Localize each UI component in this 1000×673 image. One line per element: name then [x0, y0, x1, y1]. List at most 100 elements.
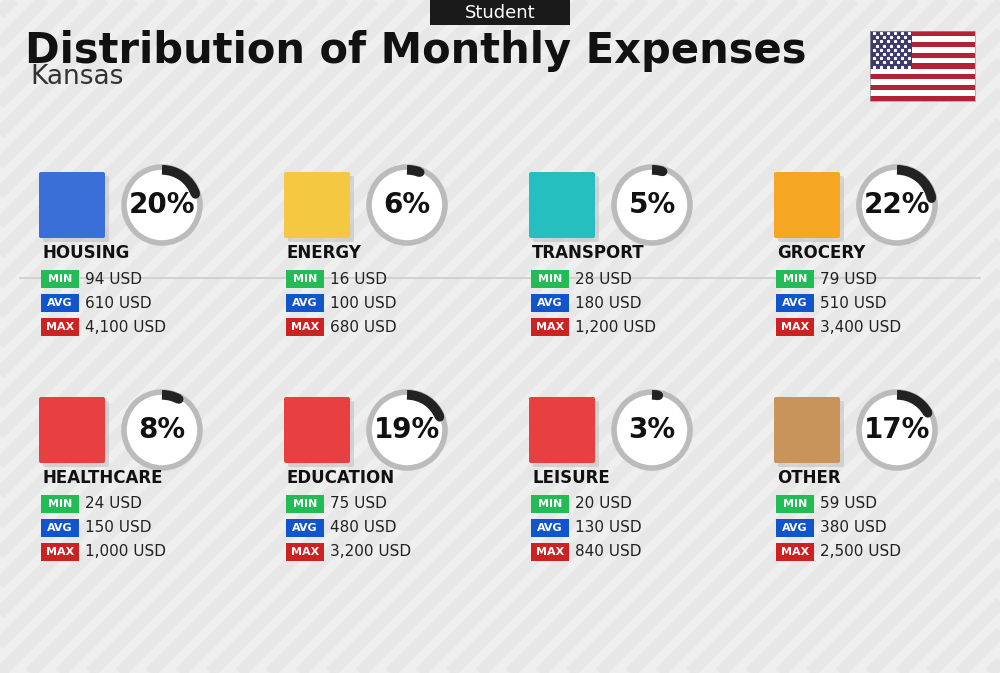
Text: MAX: MAX: [46, 547, 74, 557]
Text: 17%: 17%: [864, 416, 930, 444]
Text: 79 USD: 79 USD: [820, 271, 877, 287]
FancyBboxPatch shape: [870, 85, 975, 90]
Text: MAX: MAX: [536, 547, 564, 557]
FancyBboxPatch shape: [41, 270, 79, 288]
Text: EDUCATION: EDUCATION: [287, 469, 395, 487]
Text: 1,000 USD: 1,000 USD: [85, 544, 166, 559]
FancyBboxPatch shape: [776, 270, 814, 288]
FancyBboxPatch shape: [870, 96, 975, 101]
FancyBboxPatch shape: [531, 519, 569, 537]
Circle shape: [614, 167, 690, 243]
FancyBboxPatch shape: [774, 172, 840, 238]
Text: MIN: MIN: [293, 499, 317, 509]
Circle shape: [435, 413, 444, 421]
Text: 510 USD: 510 USD: [820, 295, 887, 310]
FancyBboxPatch shape: [286, 294, 324, 312]
FancyBboxPatch shape: [41, 495, 79, 513]
FancyBboxPatch shape: [533, 176, 599, 242]
FancyBboxPatch shape: [39, 172, 105, 238]
Text: AVG: AVG: [537, 523, 563, 533]
Text: 100 USD: 100 USD: [330, 295, 396, 310]
Text: 22%: 22%: [864, 191, 930, 219]
Text: 180 USD: 180 USD: [575, 295, 642, 310]
Circle shape: [859, 392, 935, 468]
Text: MAX: MAX: [291, 547, 319, 557]
Text: HOUSING: HOUSING: [42, 244, 129, 262]
FancyBboxPatch shape: [531, 543, 569, 561]
Text: AVG: AVG: [782, 523, 808, 533]
FancyBboxPatch shape: [776, 495, 814, 513]
Text: 680 USD: 680 USD: [330, 320, 397, 334]
Text: MIN: MIN: [538, 274, 562, 284]
Text: 24 USD: 24 USD: [85, 497, 142, 511]
Text: 16 USD: 16 USD: [330, 271, 387, 287]
Text: MIN: MIN: [48, 274, 72, 284]
FancyBboxPatch shape: [430, 0, 570, 25]
FancyBboxPatch shape: [776, 318, 814, 336]
Text: MAX: MAX: [781, 322, 809, 332]
Text: MIN: MIN: [538, 499, 562, 509]
Text: Distribution of Monthly Expenses: Distribution of Monthly Expenses: [25, 30, 806, 72]
FancyBboxPatch shape: [41, 318, 79, 336]
Text: AVG: AVG: [292, 523, 318, 533]
FancyBboxPatch shape: [529, 172, 595, 238]
FancyBboxPatch shape: [284, 172, 350, 238]
FancyBboxPatch shape: [870, 79, 975, 85]
FancyBboxPatch shape: [43, 401, 109, 467]
Text: 59 USD: 59 USD: [820, 497, 877, 511]
Text: AVG: AVG: [292, 298, 318, 308]
FancyBboxPatch shape: [531, 495, 569, 513]
FancyBboxPatch shape: [43, 176, 109, 242]
FancyBboxPatch shape: [776, 294, 814, 312]
Text: 610 USD: 610 USD: [85, 295, 152, 310]
Text: 20%: 20%: [129, 191, 195, 219]
Text: 480 USD: 480 USD: [330, 520, 396, 536]
FancyBboxPatch shape: [286, 270, 324, 288]
FancyBboxPatch shape: [870, 58, 975, 63]
Text: 380 USD: 380 USD: [820, 520, 887, 536]
FancyBboxPatch shape: [778, 401, 844, 467]
Text: MIN: MIN: [48, 499, 72, 509]
FancyBboxPatch shape: [39, 397, 105, 463]
Circle shape: [923, 409, 932, 417]
FancyBboxPatch shape: [531, 294, 569, 312]
Text: 3%: 3%: [628, 416, 676, 444]
Text: MIN: MIN: [783, 499, 807, 509]
FancyBboxPatch shape: [870, 36, 975, 42]
FancyBboxPatch shape: [870, 69, 975, 74]
Text: 8%: 8%: [138, 416, 186, 444]
FancyBboxPatch shape: [778, 176, 844, 242]
FancyBboxPatch shape: [870, 31, 912, 69]
FancyBboxPatch shape: [531, 270, 569, 288]
Text: OTHER: OTHER: [777, 469, 841, 487]
Text: MAX: MAX: [46, 322, 74, 332]
FancyBboxPatch shape: [41, 519, 79, 537]
Circle shape: [369, 167, 445, 243]
Text: Kansas: Kansas: [30, 64, 123, 90]
Text: 75 USD: 75 USD: [330, 497, 387, 511]
FancyBboxPatch shape: [41, 294, 79, 312]
FancyBboxPatch shape: [870, 52, 975, 58]
Text: 3,400 USD: 3,400 USD: [820, 320, 901, 334]
FancyBboxPatch shape: [870, 42, 975, 47]
Text: LEISURE: LEISURE: [532, 469, 610, 487]
Text: 20 USD: 20 USD: [575, 497, 632, 511]
Text: AVG: AVG: [537, 298, 563, 308]
FancyBboxPatch shape: [870, 31, 975, 36]
Circle shape: [658, 167, 667, 176]
FancyBboxPatch shape: [776, 543, 814, 561]
Text: AVG: AVG: [47, 298, 73, 308]
Text: 840 USD: 840 USD: [575, 544, 642, 559]
Text: 5%: 5%: [628, 191, 676, 219]
Text: 3,200 USD: 3,200 USD: [330, 544, 411, 559]
Text: AVG: AVG: [47, 523, 73, 533]
FancyBboxPatch shape: [286, 543, 324, 561]
FancyBboxPatch shape: [533, 401, 599, 467]
Circle shape: [927, 194, 936, 203]
Text: MIN: MIN: [293, 274, 317, 284]
Text: 2,500 USD: 2,500 USD: [820, 544, 901, 559]
Text: MAX: MAX: [536, 322, 564, 332]
Circle shape: [859, 167, 935, 243]
FancyBboxPatch shape: [531, 318, 569, 336]
Circle shape: [654, 391, 663, 400]
